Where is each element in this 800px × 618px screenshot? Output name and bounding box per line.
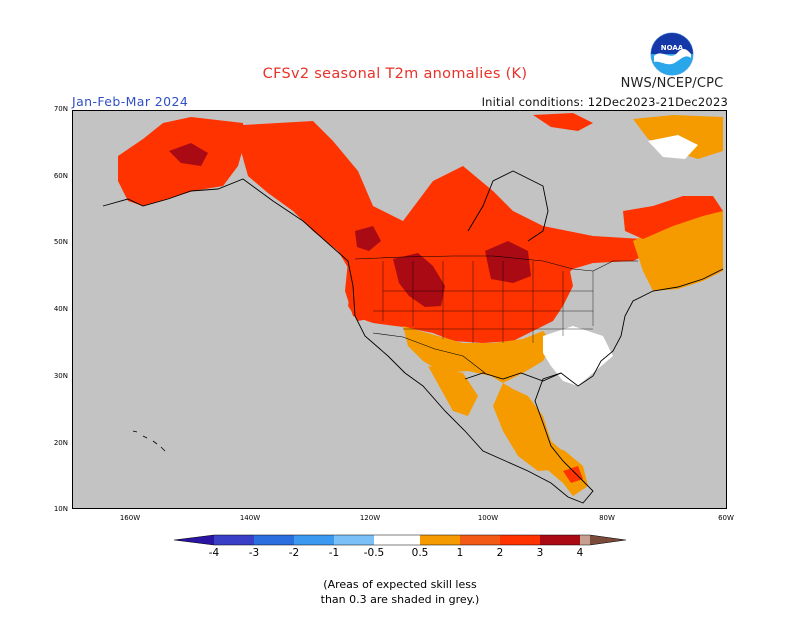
lon-label-160w: 160W [119, 514, 141, 522]
lat-label-70n: 70N [53, 105, 68, 113]
lon-label-80w: 80W [599, 514, 615, 522]
arctic-anomaly [533, 113, 593, 131]
colorbar-label-n05: -0.5 [363, 547, 385, 559]
labrador-anomaly [623, 196, 723, 239]
lon-label-140w: 140W [239, 514, 261, 522]
season-label: Jan-Feb-Mar 2024 [72, 94, 189, 109]
colorbar-label-n3: -3 [248, 547, 260, 559]
lat-label-50n: 50N [53, 238, 68, 246]
colorbar-label-n2: -2 [288, 547, 300, 559]
colorbar-label-05: 0.5 [411, 547, 429, 559]
coastline-gulf [464, 372, 562, 382]
lat-label-40n: 40N [53, 305, 68, 313]
colorbar-segment-n1-n05 [334, 535, 374, 545]
colorbar-segment-05-1 [420, 535, 460, 545]
lon-label-100w: 100W [477, 514, 499, 522]
coastline-north-america [102, 178, 724, 504]
svg-text:NOAA: NOAA [661, 44, 684, 52]
colorbar-segment-gt-4 [590, 535, 626, 545]
colorbar-label-3: 3 [536, 547, 544, 559]
chart-title: CFSv2 seasonal T2m anomalies (K) [262, 66, 528, 82]
lat-label-30n: 30N [53, 372, 68, 380]
colorbar [173, 534, 627, 546]
plains-strong-anomaly [485, 241, 531, 283]
lon-label-60w: 60W [718, 514, 734, 522]
coastline-hudson-bay [467, 170, 549, 242]
rockies-strong-anomaly [393, 253, 445, 307]
south-us-mexico-anomaly [403, 326, 568, 471]
agency-label: NWS/NCEP/CPC [620, 76, 724, 91]
greenland-neutral [648, 135, 698, 159]
us-canada-border [354, 255, 638, 272]
colorbar-segment-3-4 [540, 535, 580, 545]
west-coast-strong-anomaly [355, 226, 381, 251]
caribbean-anomaly [563, 466, 583, 483]
islands-hawaii [132, 430, 166, 452]
state-lines [373, 261, 594, 343]
central-america-anomaly [541, 441, 588, 496]
colorbar-segment-4-plus [580, 535, 590, 545]
lat-label-20n: 20N [53, 439, 68, 447]
skill-note: (Areas of expected skill less than 0.3 a… [280, 577, 520, 607]
colorbar-segment-n3-n2 [254, 535, 294, 545]
colorbar-label-2: 2 [496, 547, 504, 559]
colorbar-label-n4: -4 [208, 547, 220, 559]
alaska-strong-anomaly [169, 143, 208, 166]
colorbar-label-1: 1 [456, 547, 464, 559]
southeast-neutral-region [543, 326, 613, 386]
colorbar-segment-lt-4 [174, 535, 214, 545]
us-mexico-border [372, 332, 486, 374]
colorbar-segment-1-2 [460, 535, 500, 545]
lat-label-60n: 60N [53, 172, 68, 180]
lon-label-120w: 120W [359, 514, 381, 522]
colorbar-segment-n2-n1 [294, 535, 334, 545]
colorbar-label-n1: -1 [328, 547, 340, 559]
noaa-logo: NOAA [650, 32, 694, 76]
colorbar-outline [173, 534, 627, 546]
initial-conditions: Initial conditions: 12Dec2023-21Dec2023 [481, 95, 728, 109]
colorbar-label-4: 4 [576, 547, 584, 559]
colorbar-segment-2-3 [500, 535, 540, 545]
skill-note-line2: than 0.3 are shaded in grey.) [320, 593, 480, 606]
colorbar-segment-n4-n3 [214, 535, 254, 545]
skill-note-line1: (Areas of expected skill less [323, 578, 477, 591]
anomaly-map-svg [73, 111, 726, 508]
lat-label-10n: 10N [53, 505, 68, 513]
anomaly-map [72, 110, 727, 509]
colorbar-segment-neutral [374, 535, 420, 545]
